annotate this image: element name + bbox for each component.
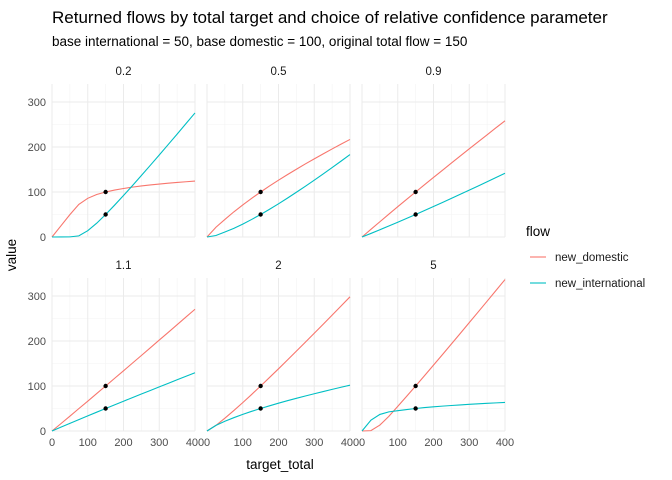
y-tick-label: 0 xyxy=(40,426,46,438)
legend-title: flow xyxy=(526,224,550,239)
data-point xyxy=(103,406,108,411)
data-point xyxy=(258,212,263,217)
x-tick-label: 400 xyxy=(496,437,514,449)
data-point xyxy=(258,406,263,411)
series-line-new-domestic xyxy=(51,180,196,238)
x-tick-label: 100 xyxy=(79,437,97,449)
y-tick-label: 0 xyxy=(40,232,46,244)
legend-label-new-domestic: new_domestic xyxy=(555,252,629,264)
chart-title: Returned flows by total target and choic… xyxy=(52,8,608,27)
legend: flow new_domestic new_international xyxy=(526,224,645,290)
facet-panel: 0.5 xyxy=(206,66,351,238)
x-tick-label: 0 xyxy=(359,437,365,449)
facet-panel: 5 0 100 200 300 400 xyxy=(359,260,514,449)
facet-strip-label: 5 xyxy=(430,260,436,272)
series-line-new-international xyxy=(206,154,351,238)
x-tick-label: 0 xyxy=(204,437,210,449)
data-point xyxy=(258,189,263,195)
series-line-new-international xyxy=(361,172,506,238)
facet-strip-label: 2 xyxy=(275,260,281,272)
series-line-new-international xyxy=(361,401,506,432)
x-tick-label: 100 xyxy=(234,437,252,449)
series-line-new-domestic xyxy=(361,279,506,432)
series-line-new-domestic xyxy=(51,308,196,432)
data-point xyxy=(103,383,108,389)
series-line-new-domestic xyxy=(206,138,351,238)
y-tick-label: 200 xyxy=(28,336,46,348)
y-tick-label: 300 xyxy=(28,291,46,303)
chart-subtitle: base international = 50, base domestic =… xyxy=(52,34,467,49)
x-tick-label: 200 xyxy=(269,437,287,449)
y-tick-label: 100 xyxy=(28,187,46,199)
facet-strip-label: 1.1 xyxy=(116,260,132,272)
facet-strip-label: 0.5 xyxy=(271,66,287,78)
x-tick-label: 300 xyxy=(150,437,168,449)
x-tick-label: 400 xyxy=(186,437,204,449)
x-axis-title: target_total xyxy=(246,457,314,472)
facet-strip-label: 0.9 xyxy=(426,66,442,78)
facet-panel: 1.1 0 100 200 300 0 100 200 300 400 xyxy=(28,260,205,449)
x-tick-label: 300 xyxy=(460,437,478,449)
y-tick-label: 300 xyxy=(28,97,46,109)
x-tick-label: 0 xyxy=(49,437,55,449)
x-tick-label: 200 xyxy=(114,437,132,449)
data-point xyxy=(413,406,418,411)
facet-panel: 0.9 xyxy=(361,66,506,238)
data-point xyxy=(103,189,108,195)
y-tick-label: 100 xyxy=(28,381,46,393)
series-line-new-domestic xyxy=(361,120,506,238)
data-point xyxy=(103,212,108,217)
facet-panel: 2 0 100 200 300 400 xyxy=(204,260,359,449)
data-point xyxy=(413,189,418,195)
y-axis-title: value xyxy=(4,239,19,271)
x-tick-label: 100 xyxy=(389,437,407,449)
series-line-new-international xyxy=(51,372,196,432)
y-tick-label: 200 xyxy=(28,142,46,154)
series-line-new-international xyxy=(206,384,351,432)
legend-label-new-international: new_international xyxy=(555,278,645,290)
x-tick-label: 400 xyxy=(341,437,359,449)
facet-strip-label: 0.2 xyxy=(116,66,132,78)
data-point xyxy=(258,383,263,389)
data-point xyxy=(413,212,418,217)
x-tick-label: 200 xyxy=(424,437,442,449)
facet-panel: 0.2 0 100 200 300 xyxy=(28,66,196,244)
x-tick-label: 300 xyxy=(305,437,323,449)
series-line-new-international xyxy=(51,112,196,238)
series-line-new-domestic xyxy=(206,296,351,432)
data-point xyxy=(413,383,418,389)
